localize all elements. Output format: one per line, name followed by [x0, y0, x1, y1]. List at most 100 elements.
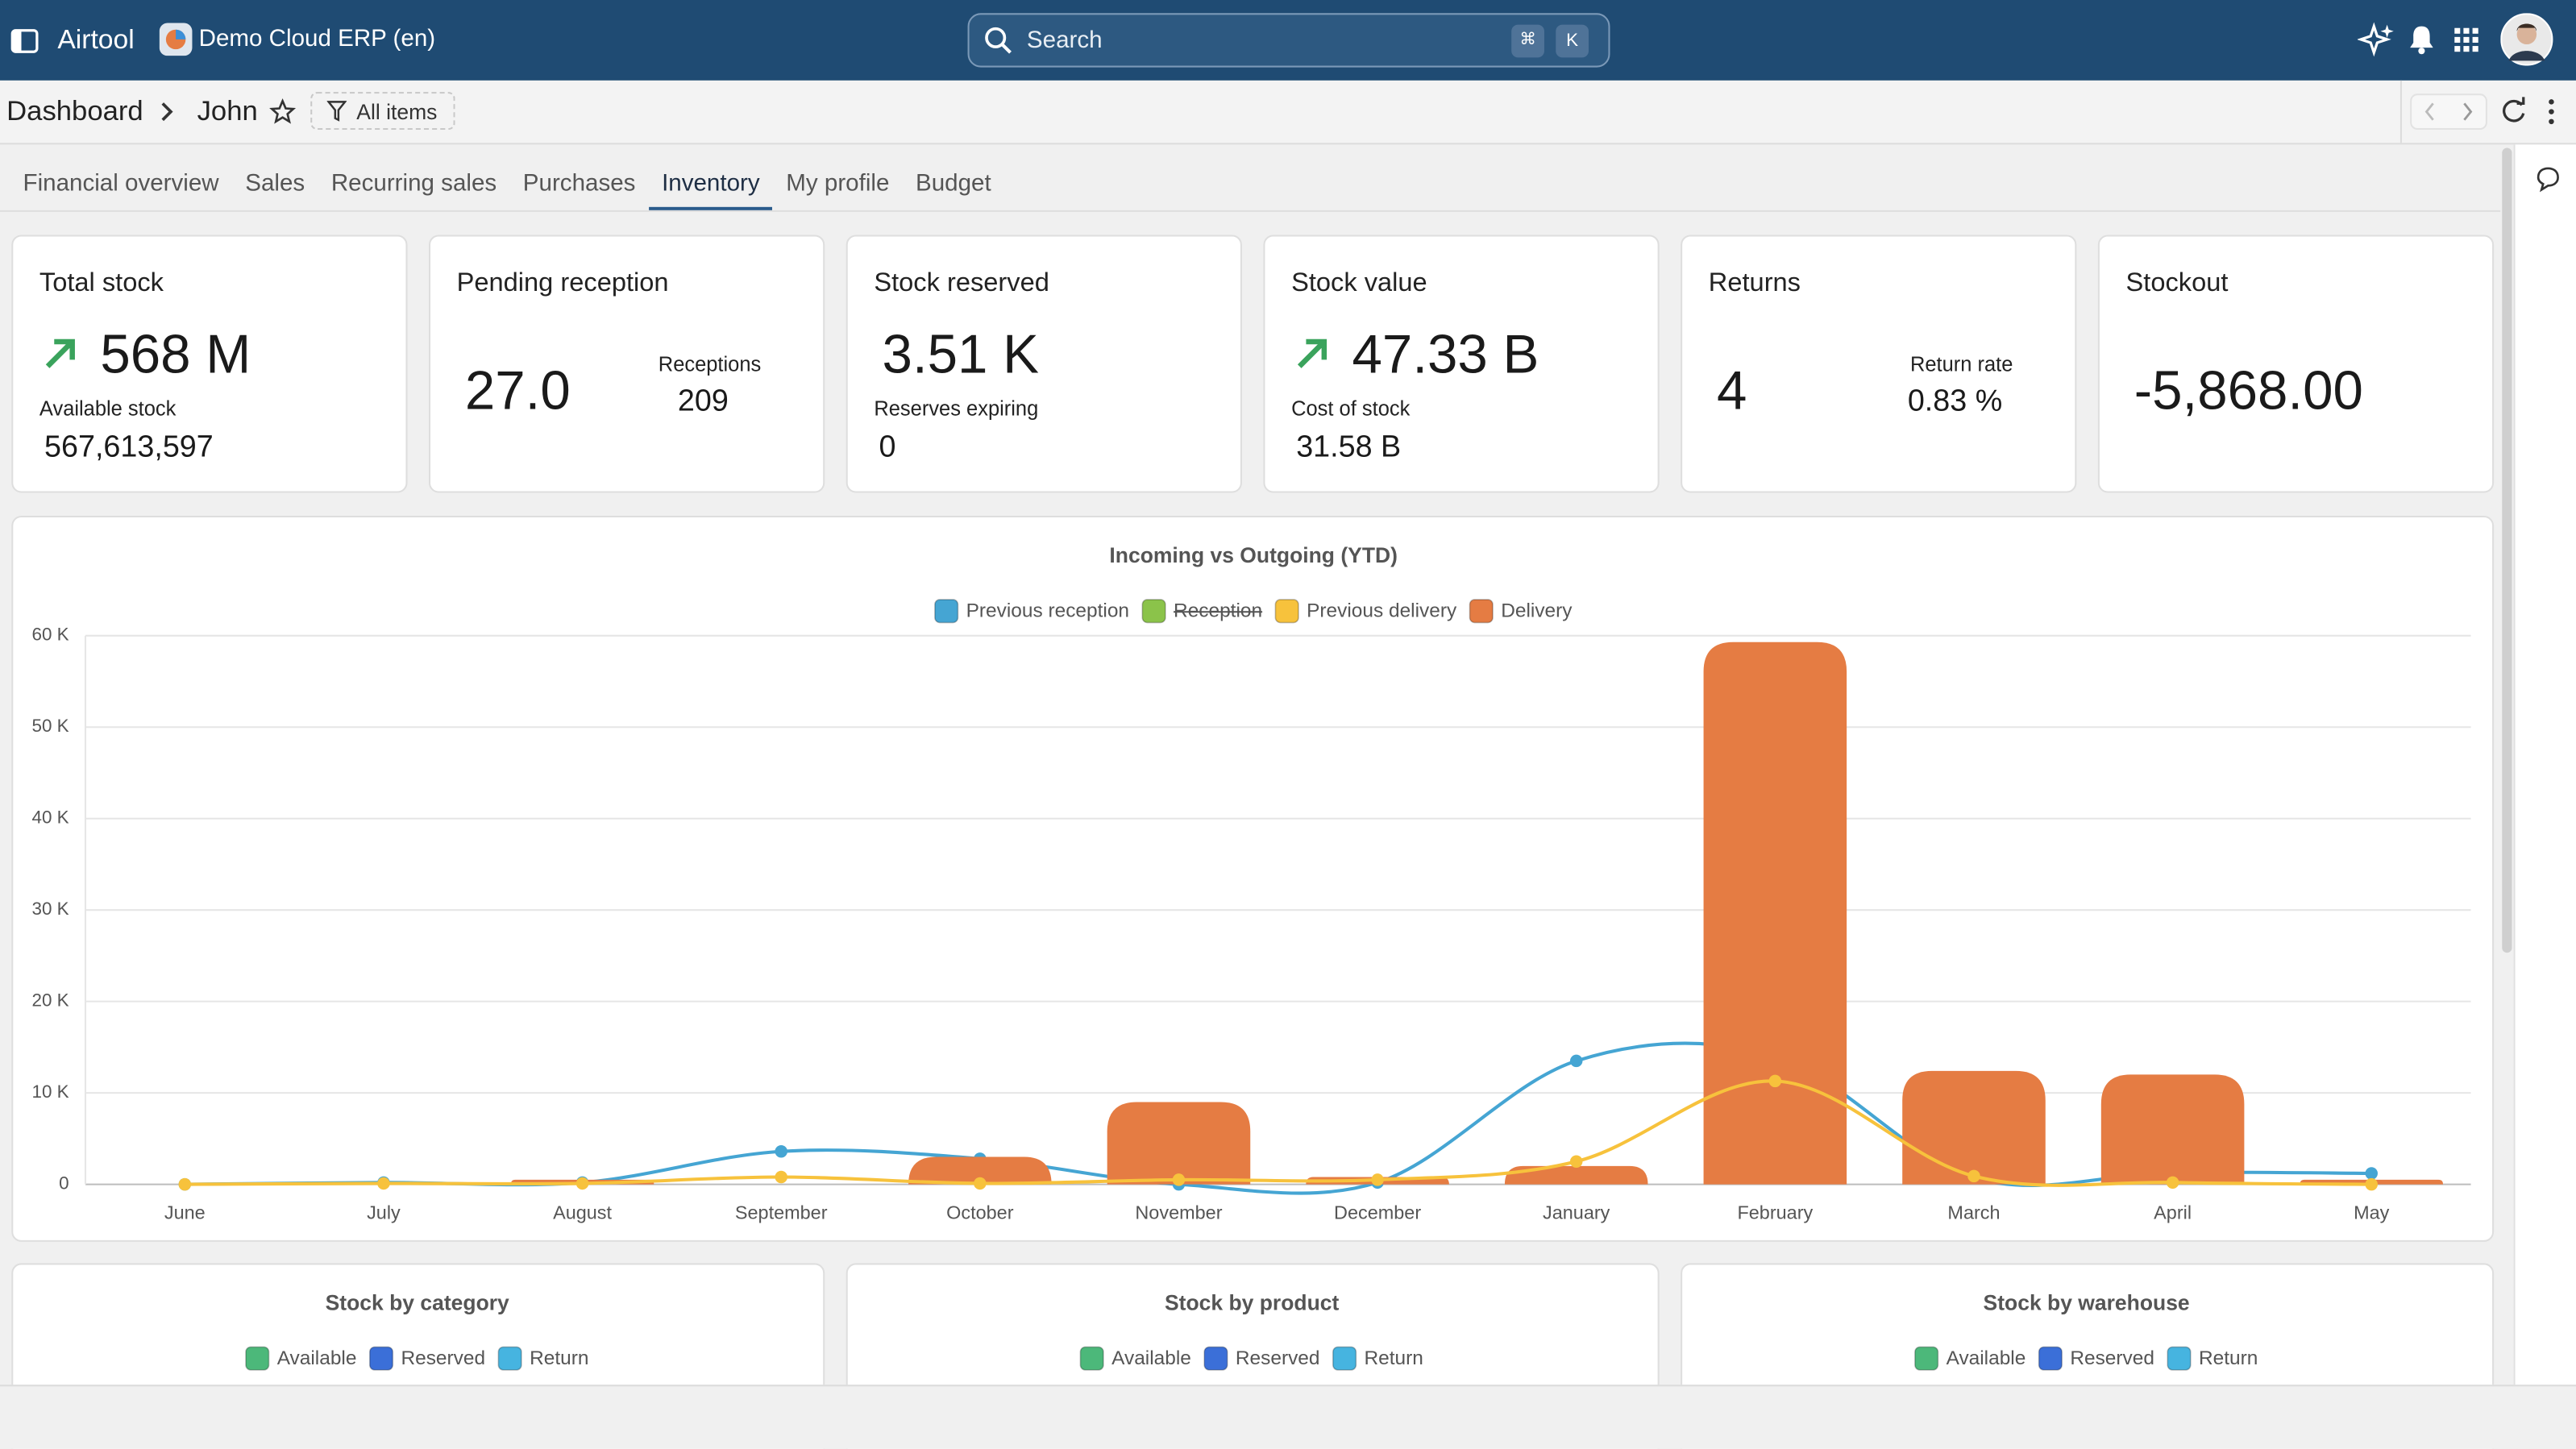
y-tick-label: 10 K — [32, 1082, 69, 1102]
line-point — [377, 1177, 390, 1190]
x-tick-label: September — [735, 1202, 828, 1223]
search-box[interactable]: Search ⌘ K — [967, 13, 1610, 68]
apps-icon[interactable] — [2454, 27, 2479, 53]
line-point — [2166, 1176, 2179, 1190]
breadcrumb-item[interactable]: Dashboard — [6, 95, 143, 127]
chart: Stock by product Available Reserved Return — [1079, 1290, 1423, 1371]
kpi-value: 27.0 — [464, 359, 571, 421]
chart-title: Stock by product — [1165, 1290, 1339, 1314]
tab[interactable]: Budget — [915, 170, 991, 197]
sidebar-toggle[interactable] — [10, 27, 39, 56]
kpi-side-value: 0.83 % — [1907, 382, 2003, 417]
x-tick-label: October — [946, 1202, 1014, 1223]
legend-swatch — [1141, 599, 1166, 624]
kpi-title: Pending reception — [456, 269, 669, 297]
filter-button[interactable]: All items — [310, 92, 455, 131]
legend-label[interactable]: Previous reception — [966, 600, 1129, 622]
workspace-name[interactable]: Demo Cloud ERP (en) — [198, 26, 436, 53]
legend-label[interactable]: Return — [1365, 1347, 1423, 1369]
x-tick-label: December — [1334, 1202, 1421, 1223]
bar — [1107, 1102, 1251, 1185]
history-nav[interactable] — [2410, 93, 2489, 131]
tab[interactable]: Inventory — [662, 170, 760, 197]
y-tick-label: 50 K — [32, 716, 69, 736]
kpi-side-value: 209 — [677, 382, 729, 417]
line-point — [1569, 1054, 1583, 1068]
bar — [1902, 1070, 2046, 1185]
kpi-value: -5,868.00 — [2134, 359, 2363, 421]
legend-label[interactable]: Reception — [1174, 600, 1262, 622]
line-point — [1371, 1173, 1384, 1186]
status-strip — [0, 1385, 2576, 1449]
legend-label[interactable]: Available — [1947, 1347, 2026, 1369]
avatar[interactable] — [2500, 13, 2553, 66]
x-tick-label: November — [1135, 1202, 1222, 1223]
line-point — [575, 1177, 589, 1190]
legend-swatch — [245, 1346, 270, 1371]
tab[interactable]: Sales — [245, 170, 305, 197]
legend-label[interactable]: Reserved — [2070, 1347, 2154, 1369]
line-point — [1768, 1074, 1782, 1088]
kpi-sub-label: Reserves expiring — [874, 397, 1039, 421]
ai-icon[interactable] — [2357, 21, 2397, 60]
legend-label[interactable]: Return — [530, 1347, 588, 1369]
legend-swatch — [497, 1346, 522, 1371]
kpi-card: Stock value 47.33 B Cost of stock 31.58 B — [1263, 235, 1660, 493]
tab[interactable]: Financial overview — [23, 170, 219, 197]
refresh-icon[interactable] — [2499, 97, 2528, 127]
y-tick-label: 0 — [59, 1173, 69, 1194]
arrow — [1297, 338, 1327, 368]
legend: Available Reserved Return — [1079, 1346, 1423, 1371]
legend-label[interactable]: Delivery — [1501, 600, 1573, 622]
legend-swatch — [1469, 599, 1494, 624]
line-point — [2365, 1167, 2378, 1180]
legend-label[interactable]: Available — [277, 1347, 357, 1369]
kpi-title: Stock value — [1291, 269, 1427, 297]
x-tick-label: April — [2154, 1202, 2192, 1223]
x-tick-label: July — [367, 1202, 401, 1223]
kpi-title: Returns — [1708, 269, 1801, 297]
chart-title: Stock by category — [326, 1290, 509, 1314]
legend-swatch — [2167, 1346, 2192, 1371]
x-tick-label: March — [1947, 1202, 2000, 1223]
line-point — [775, 1145, 787, 1158]
legend: Available Reserved Return — [245, 1346, 588, 1371]
kpi-title: Total stock — [39, 269, 164, 297]
legend-label[interactable]: Previous delivery — [1307, 600, 1457, 622]
scrollbar-thumb[interactable] — [2502, 147, 2512, 953]
trend-up-arrow — [1297, 338, 1327, 368]
tab-underline — [648, 206, 773, 210]
x-tick-label: May — [2354, 1202, 2390, 1223]
kpi-title: Stock reserved — [874, 269, 1049, 297]
legend-label[interactable]: Reserved — [1236, 1347, 1320, 1369]
tab[interactable]: My profile — [786, 170, 890, 197]
kpi-sub-value: 0 — [879, 428, 896, 463]
right-sidebar — [2513, 144, 2576, 1385]
notification-icon[interactable] — [2407, 23, 2437, 56]
tab[interactable]: Purchases — [522, 170, 636, 197]
app-name[interactable]: Airtool — [57, 25, 135, 56]
legend-label[interactable]: Return — [2199, 1347, 2258, 1369]
legend-label[interactable]: Reserved — [401, 1347, 485, 1369]
line-point — [974, 1177, 987, 1190]
top-bar: Airtool Demo Cloud ERP (en) Search ⌘ K — [0, 0, 2576, 81]
more-icon[interactable] — [2546, 97, 2556, 127]
legend-label[interactable]: Available — [1111, 1347, 1191, 1369]
legend-swatch — [1079, 1346, 1104, 1371]
search-icon — [985, 27, 1012, 54]
comments-icon[interactable] — [2535, 166, 2561, 193]
y-tick-label: 30 K — [32, 899, 69, 919]
filter-icon — [326, 101, 347, 122]
legend: Available Reserved Return — [1914, 1346, 2258, 1371]
x-tick-label: June — [164, 1202, 206, 1223]
kpi-value: 4 — [1716, 359, 1747, 421]
chart-title: Stock by warehouse — [1984, 1290, 2190, 1314]
trend-up-arrow — [45, 338, 75, 368]
tab[interactable]: Recurring sales — [330, 170, 497, 197]
favorite-star[interactable] — [269, 98, 296, 125]
kpi-sub-value: 31.58 B — [1296, 428, 1402, 463]
y-tick-label: 40 K — [32, 808, 69, 828]
breadcrumb-bar: Dashboard John All items — [0, 80, 2576, 145]
legend-swatch — [1332, 1346, 1357, 1371]
breadcrumb-item[interactable]: John — [197, 95, 258, 127]
